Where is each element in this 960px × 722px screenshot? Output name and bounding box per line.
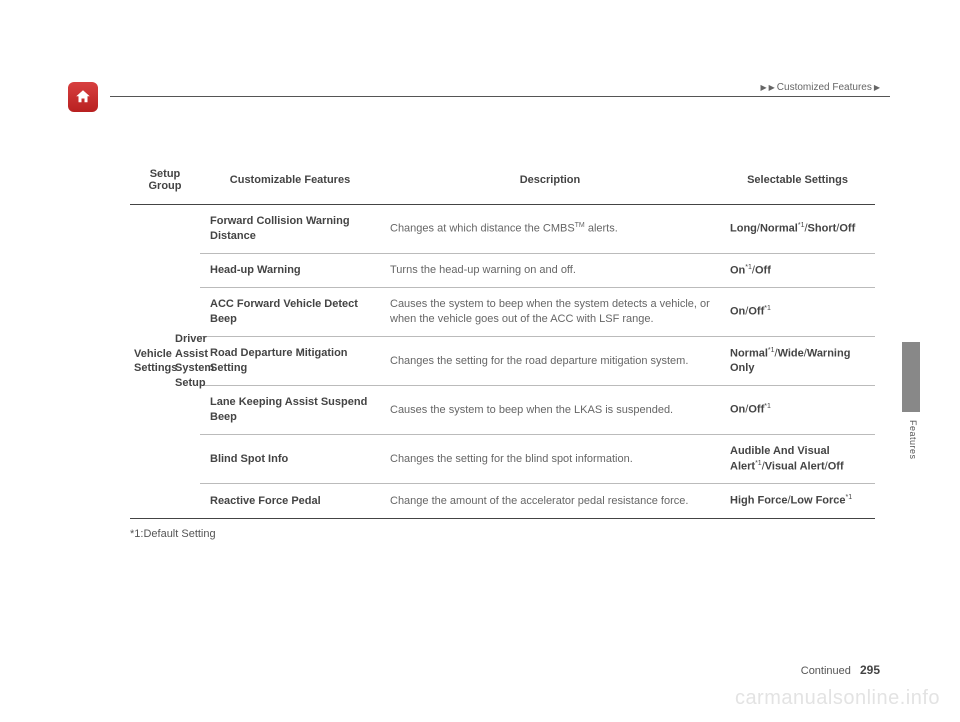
table-row: ACC Forward Vehicle Detect BeepCauses th… bbox=[130, 288, 875, 337]
watermark: carmanualsonline.info bbox=[735, 687, 940, 710]
settings-table: Setup Group Customizable Features Descri… bbox=[130, 160, 875, 519]
settings-cell: On/Off*1 bbox=[720, 386, 875, 435]
feature-cell: Blind Spot Info bbox=[200, 434, 380, 483]
group-cell: Vehicle Settings bbox=[130, 205, 165, 519]
footnote: *1:Default Setting bbox=[130, 528, 216, 540]
description-cell: Change the amount of the accelerator ped… bbox=[380, 484, 720, 519]
settings-cell: On*1/Off bbox=[720, 253, 875, 288]
th-features: Customizable Features bbox=[200, 160, 380, 205]
triangle-icon: ▶ bbox=[760, 83, 766, 92]
page-number: 295 bbox=[860, 663, 880, 677]
description-cell: Turns the head-up warning on and off. bbox=[380, 253, 720, 288]
feature-cell: Head-up Warning bbox=[200, 253, 380, 288]
breadcrumb-text: Customized Features bbox=[777, 82, 872, 93]
settings-cell: Normal*1/Wide/Warning Only bbox=[720, 336, 875, 385]
section-tab bbox=[902, 342, 920, 412]
feature-cell: ACC Forward Vehicle Detect Beep bbox=[200, 288, 380, 337]
table-row: Head-up WarningTurns the head-up warning… bbox=[130, 253, 875, 288]
continued-label: Continued bbox=[801, 665, 851, 677]
description-cell: Causes the system to beep when the LKAS … bbox=[380, 386, 720, 435]
settings-cell: High Force/Low Force*1 bbox=[720, 484, 875, 519]
home-icon bbox=[74, 88, 92, 106]
home-button[interactable] bbox=[68, 82, 98, 112]
description-cell: Changes the setting for the blind spot i… bbox=[380, 434, 720, 483]
section-label: Features bbox=[908, 420, 918, 460]
table-row: Vehicle SettingsDriver Assist System Set… bbox=[130, 205, 875, 254]
feature-cell: Forward Collision Warning Distance bbox=[200, 205, 380, 254]
feature-cell: Reactive Force Pedal bbox=[200, 484, 380, 519]
triangle-icon: ▶ bbox=[769, 83, 775, 92]
th-setup-group: Setup Group bbox=[130, 160, 200, 205]
settings-cell: On/Off*1 bbox=[720, 288, 875, 337]
th-settings: Selectable Settings bbox=[720, 160, 875, 205]
feature-cell: Road Departure Mitigation Setting bbox=[200, 336, 380, 385]
description-cell: Causes the system to beep when the syste… bbox=[380, 288, 720, 337]
th-description: Description bbox=[380, 160, 720, 205]
table-row: Lane Keeping Assist Suspend BeepCauses t… bbox=[130, 386, 875, 435]
settings-cell: Long/Normal*1/Short/Off bbox=[720, 205, 875, 254]
settings-cell: Audible And Visual Alert*1/Visual Alert/… bbox=[720, 434, 875, 483]
triangle-icon: ▶ bbox=[874, 83, 880, 92]
breadcrumb: ▶ ▶ Customized Features ▶ bbox=[760, 82, 880, 93]
header-rule bbox=[110, 96, 890, 97]
page-footer: Continued 295 bbox=[801, 663, 880, 677]
feature-cell: Lane Keeping Assist Suspend Beep bbox=[200, 386, 380, 435]
table-row: Road Departure Mitigation SettingChanges… bbox=[130, 336, 875, 385]
description-cell: Changes the setting for the road departu… bbox=[380, 336, 720, 385]
description-cell: Changes at which distance the CMBSTM ale… bbox=[380, 205, 720, 254]
settings-table-wrap: Setup Group Customizable Features Descri… bbox=[130, 160, 875, 519]
table-row: Reactive Force PedalChange the amount of… bbox=[130, 484, 875, 519]
table-row: Blind Spot InfoChanges the setting for t… bbox=[130, 434, 875, 483]
